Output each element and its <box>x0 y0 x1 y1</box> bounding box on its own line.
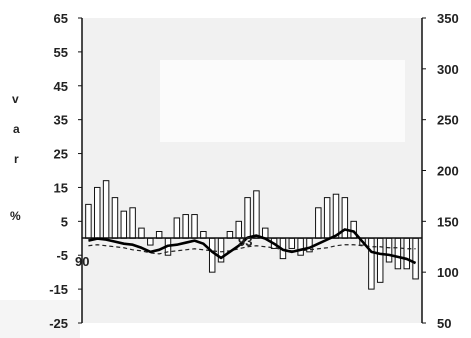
bar <box>385 237 393 263</box>
bar <box>412 237 419 280</box>
bar <box>208 237 216 273</box>
left-tick-label: 45 <box>54 79 68 94</box>
bar <box>315 207 322 239</box>
bar <box>253 190 260 239</box>
ylabel-letter-r: r <box>14 152 19 166</box>
right-tick-label: 50 <box>437 316 451 331</box>
annotation-93: 93 <box>238 234 252 249</box>
bar-series <box>85 180 419 290</box>
right-tick-label: 300 <box>437 62 459 77</box>
left-tick-label: 35 <box>54 113 68 128</box>
left-tick-label: 15 <box>54 180 68 195</box>
bar <box>111 197 119 239</box>
dashed-series-line <box>88 244 416 255</box>
left-tick-label: -15 <box>49 282 68 297</box>
bar <box>147 237 154 246</box>
left-tick-label: 55 <box>54 45 68 60</box>
bar <box>85 203 92 239</box>
left-axis-ticks: 65 55 45 35 25 15 5 -5 -15 -25 <box>49 11 82 331</box>
left-tick-label: 65 <box>54 11 68 26</box>
right-tick-label: 250 <box>437 113 459 128</box>
bar <box>138 227 145 239</box>
bar <box>102 180 110 239</box>
ylabel-letter-percent: % <box>10 209 21 223</box>
bar <box>244 197 251 239</box>
bar <box>120 210 128 239</box>
bar <box>394 237 402 270</box>
right-tick-label: 200 <box>437 164 459 179</box>
right-axis-ticks: 350 300 250 200 150 100 50 <box>422 11 459 331</box>
bar <box>94 186 101 239</box>
bar <box>332 193 340 239</box>
bar <box>182 214 189 239</box>
left-tick-label: 25 <box>54 147 68 162</box>
bar <box>173 217 181 239</box>
ylabel-letter-v: v <box>12 92 19 106</box>
left-tick-label: -25 <box>49 316 68 331</box>
left-tick-label: -5 <box>56 248 68 263</box>
bar <box>403 237 410 270</box>
bar <box>297 237 304 256</box>
ylabel-letter-a: a <box>13 122 20 136</box>
bar <box>191 214 198 239</box>
bar <box>288 237 296 249</box>
solid-series-line <box>88 228 417 265</box>
lower-left-patch <box>0 300 80 338</box>
bar <box>129 207 136 239</box>
bar <box>368 237 375 290</box>
right-tick-label: 150 <box>437 214 459 229</box>
right-tick-label: 350 <box>437 11 459 26</box>
bar <box>323 197 331 239</box>
left-tick-label: 5 <box>61 214 68 229</box>
right-tick-label: 100 <box>437 265 459 280</box>
plot-highlight <box>160 60 405 142</box>
annotation-90: 90 <box>75 254 89 269</box>
bar <box>376 237 384 283</box>
